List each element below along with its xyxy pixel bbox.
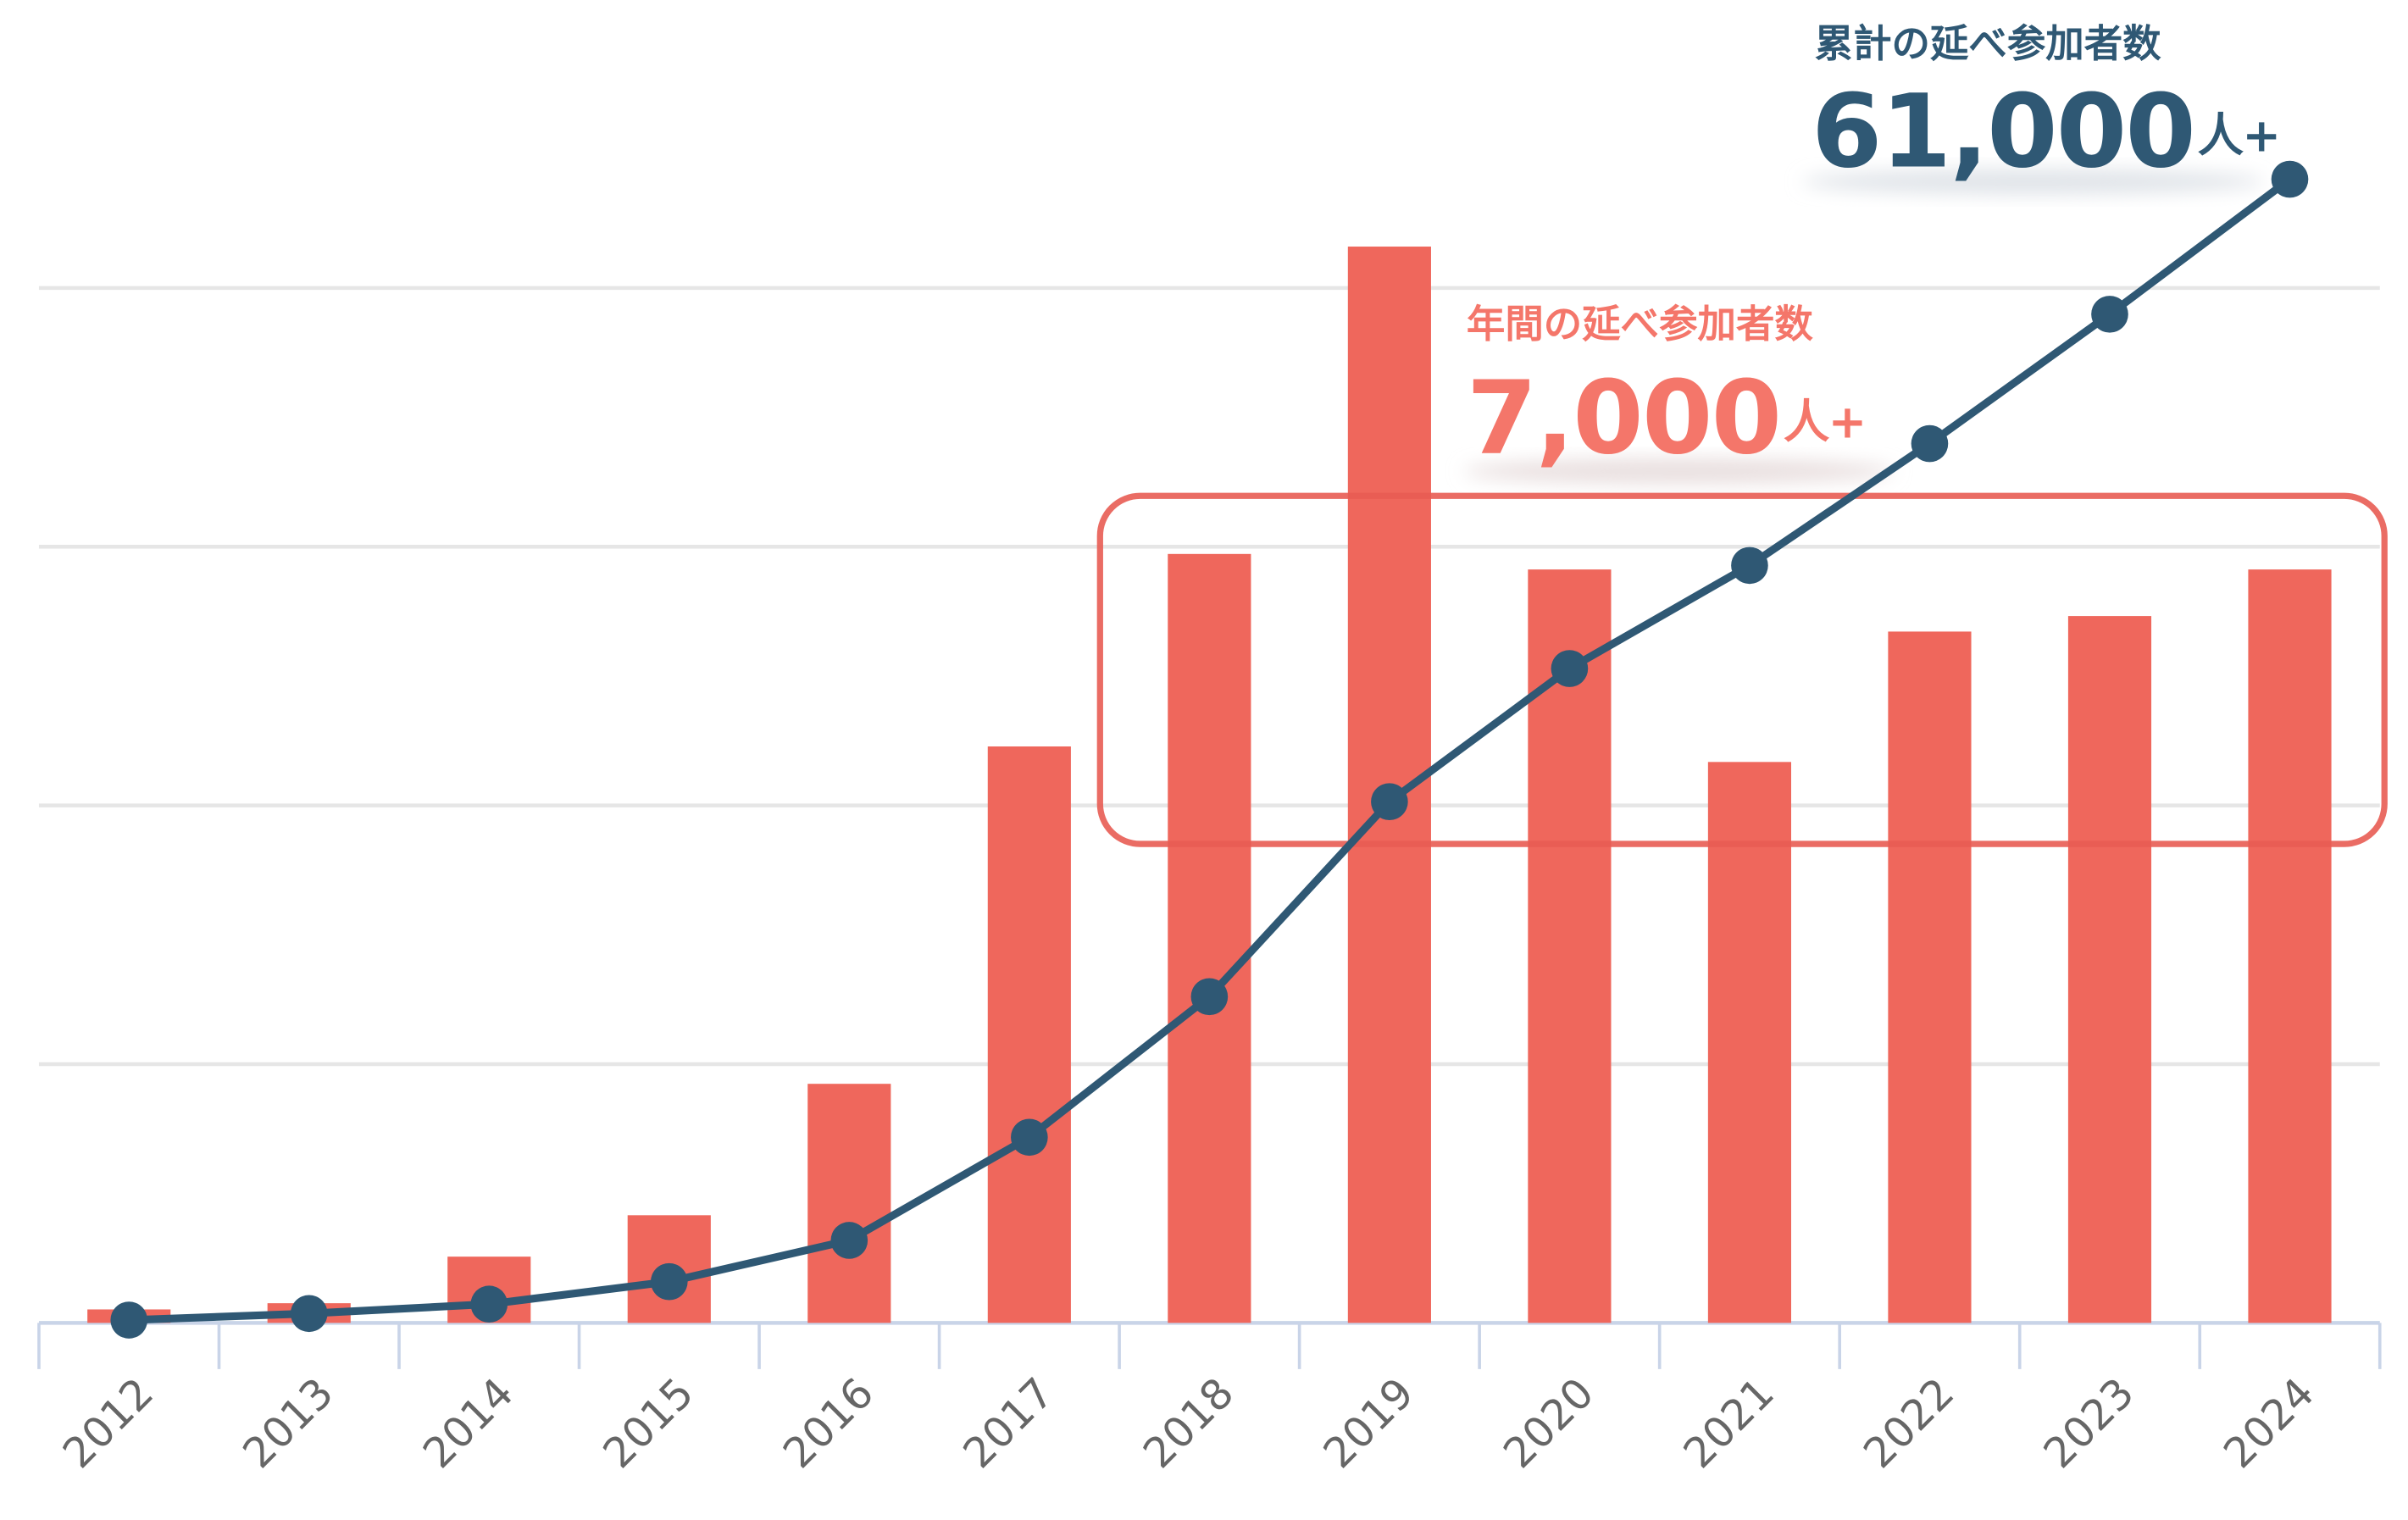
- bar: [2067, 616, 2152, 1323]
- x-tick-label: 2022: [1854, 1368, 1963, 1478]
- point: [1011, 1118, 1048, 1157]
- annotation-unit: 人+: [2198, 108, 2280, 163]
- point: [470, 1285, 508, 1323]
- bar: [807, 1084, 891, 1323]
- annotation-value: 61,000 人+: [1812, 73, 2279, 191]
- x-tick-label: 2012: [53, 1368, 163, 1478]
- point: [290, 1295, 328, 1333]
- bar: [1168, 553, 1251, 1323]
- annotation-number: 61,000: [1812, 73, 2194, 191]
- label-shadow: [1802, 169, 2265, 195]
- point: [1731, 546, 1768, 585]
- x-tick-label: 2024: [2214, 1368, 2323, 1478]
- bars: [87, 247, 2332, 1323]
- annotation-number: 7,000: [1467, 359, 1780, 477]
- x-tick-label: 2017: [953, 1368, 1063, 1478]
- point: [1911, 424, 1949, 463]
- bar: [1528, 569, 1612, 1323]
- x-tick-label: 2013: [233, 1368, 342, 1478]
- label-shadow: [1463, 458, 1895, 484]
- bar: [2248, 569, 2332, 1323]
- annotation-unit: 人+: [1784, 395, 1866, 449]
- highlight-box: [1096, 492, 2388, 847]
- annotation-label: 年間の延べ参加者数: [1467, 302, 1814, 347]
- bar: [987, 746, 1071, 1323]
- point: [2091, 296, 2128, 333]
- bar: [1707, 762, 1792, 1323]
- x-tick-label: 2023: [2034, 1368, 2144, 1478]
- annotation-label: 累計の延べ参加者数: [1815, 21, 2162, 66]
- annotation-value: 7,000 人+: [1467, 359, 1866, 477]
- x-tick-label: 2015: [593, 1368, 702, 1478]
- x-tick-label: 2021: [1673, 1368, 1783, 1478]
- point: [1190, 978, 1229, 1016]
- bar: [1888, 631, 1972, 1323]
- x-tick-label: 2018: [1134, 1368, 1243, 1478]
- point: [1551, 650, 1589, 687]
- line-layer: [110, 160, 2309, 1339]
- x-axis: 2012 2013 2014 2015 2016 2017 2018 2019 2020 2021…: [37, 1323, 2382, 1478]
- point: [650, 1262, 688, 1301]
- x-tick-label: 2016: [774, 1368, 883, 1478]
- x-tick-label: 2014: [413, 1368, 523, 1478]
- point: [830, 1222, 868, 1259]
- point: [2271, 160, 2309, 198]
- x-tick-label: 2020: [1494, 1368, 1603, 1478]
- point: [1371, 783, 1408, 821]
- x-tick-label: 2019: [1313, 1368, 1423, 1478]
- point: [110, 1301, 148, 1339]
